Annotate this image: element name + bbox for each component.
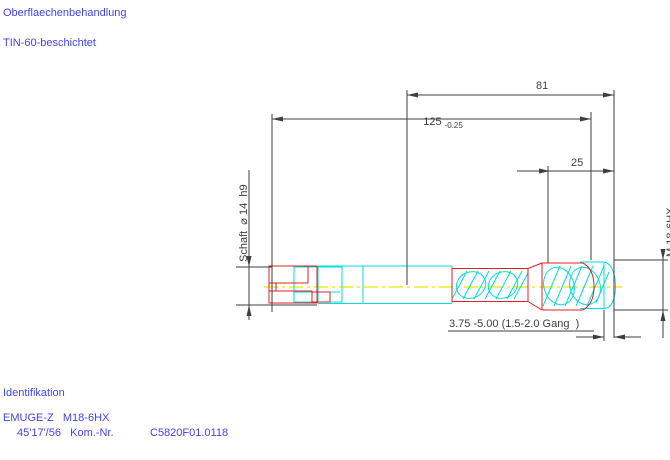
dimension-arrowheads <box>246 92 666 340</box>
thread-size-designation: M 18-6HX <box>665 207 670 257</box>
dim-upper-length: 81 <box>536 80 549 92</box>
surface-treatment-title: Oberflaechenbehandlung <box>3 7 127 19</box>
shank-diameter-label: Schaft ⌀ 14 h9 <box>238 184 250 262</box>
dim-thread-length: 25 <box>571 157 584 169</box>
identification-title: Identifikation <box>3 387 65 399</box>
order-number-label: 45'17'/56 Kom.-Nr. <box>17 427 114 439</box>
cyan-overlay-geometry <box>293 261 617 309</box>
thread-size-label: M 18-6HX (d=18) <box>641 207 670 257</box>
order-number-value: C5820F01.0118 <box>150 427 229 439</box>
chamfer-note: 3.75 -5.00 (1.5-2.0 Gang ) <box>449 318 580 330</box>
dimension-lines <box>236 90 668 341</box>
dim-overall-length-value: 125 <box>423 116 442 128</box>
dim-overall-length-tolerance: -0.25 <box>444 121 463 130</box>
dim-overall-length: 125 -0.25 <box>411 104 463 144</box>
tool-id: EMUGE-Z M18-6HX <box>3 412 110 424</box>
surface-treatment-value: TIN-60-beschichtet <box>3 37 96 49</box>
red-tool-geometry <box>268 262 595 311</box>
